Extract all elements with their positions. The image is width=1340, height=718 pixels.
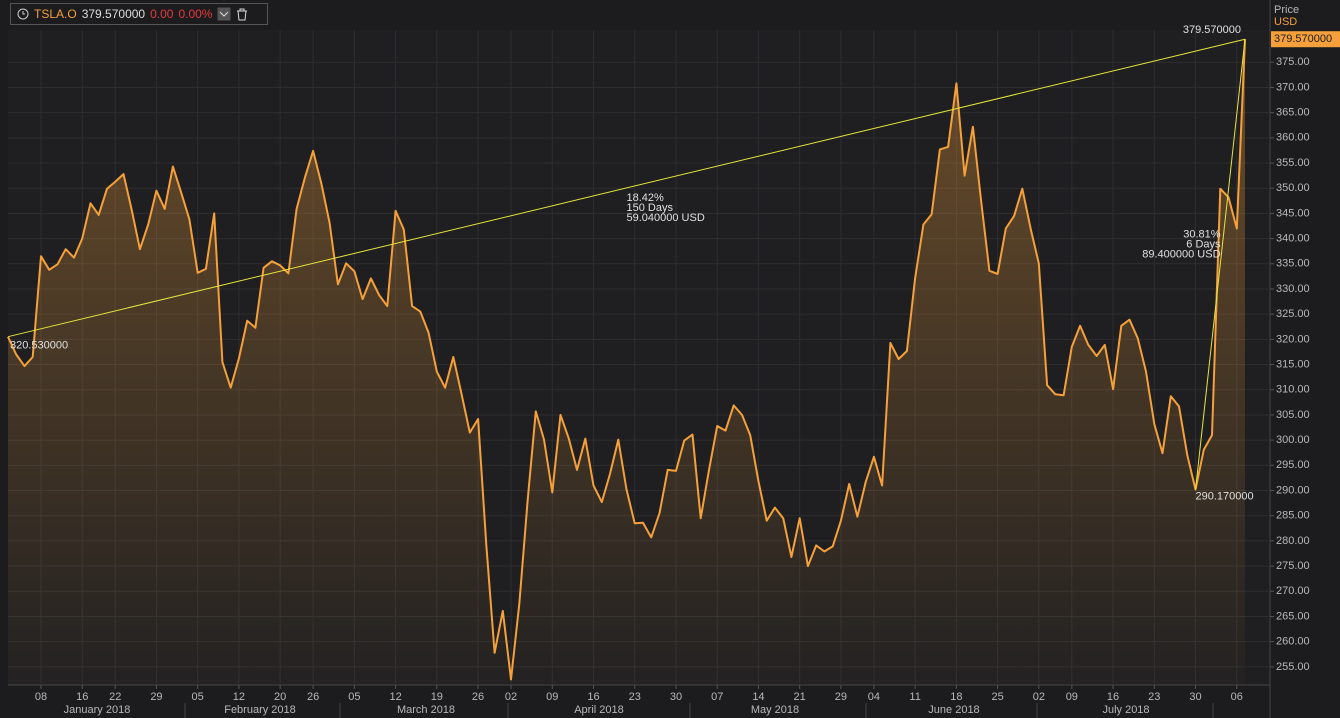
last-price-label: 379.570000	[1274, 33, 1332, 45]
y-tick-label: 370.00	[1276, 81, 1310, 93]
y-tick-label: 300.00	[1276, 434, 1310, 446]
month-label: March 2018	[397, 704, 455, 716]
y-tick-label: 340.00	[1276, 232, 1310, 244]
trend-stat: 89.400000 USD	[1142, 248, 1220, 260]
month-label: June 2018	[928, 704, 979, 716]
trend-start-label: 320.530000	[10, 340, 68, 352]
y-tick-label: 345.00	[1276, 207, 1310, 219]
trend-stat: 150 Days	[627, 202, 674, 214]
change-pct: 0.00%	[178, 7, 213, 21]
y-tick-label: 280.00	[1276, 535, 1310, 547]
x-tick-label: 09	[1066, 691, 1078, 703]
x-tick-label: 09	[546, 691, 558, 703]
instrument-header: TSLA.O 379.570000 0.00 0.00%	[10, 3, 268, 25]
trend-line	[1195, 39, 1246, 490]
last-price-tag	[1271, 31, 1340, 48]
y-tick-label: 375.00	[1276, 56, 1310, 68]
x-tick-label: 30	[670, 691, 682, 703]
x-tick-label: 30	[1189, 691, 1201, 703]
y-tick-label: 355.00	[1276, 157, 1310, 169]
area-fill	[8, 39, 1245, 685]
x-tick-label: 26	[472, 691, 484, 703]
x-tick-label: 12	[389, 691, 401, 703]
dropdown-icon[interactable]	[217, 7, 231, 21]
x-tick-label: 25	[991, 691, 1003, 703]
month-label: January 2018	[64, 704, 131, 716]
y-axis-title: Price	[1274, 4, 1299, 16]
y-tick-label: 295.00	[1276, 459, 1310, 471]
x-tick-label: 22	[109, 691, 121, 703]
y-tick-label: 325.00	[1276, 308, 1310, 320]
x-tick-label: 29	[150, 691, 162, 703]
x-tick-label: 08	[35, 691, 47, 703]
y-tick-label: 290.00	[1276, 484, 1310, 496]
x-tick-label: 16	[76, 691, 88, 703]
y-axis-unit: USD	[1274, 16, 1297, 28]
x-tick-label: 05	[348, 691, 360, 703]
x-tick-label: 06	[1231, 691, 1243, 703]
x-tick-label: 05	[192, 691, 204, 703]
trend-stat: 59.040000 USD	[627, 212, 705, 224]
y-tick-label: 285.00	[1276, 510, 1310, 522]
price-line	[7, 39, 1246, 681]
month-separators	[184, 703, 1214, 718]
y-tick-label: 335.00	[1276, 258, 1310, 270]
y-tick-label: 260.00	[1276, 636, 1310, 648]
x-tick-label: 20	[274, 691, 286, 703]
x-tick-label: 16	[1107, 691, 1119, 703]
x-tick-label: 21	[794, 691, 806, 703]
x-tick-label: 02	[505, 691, 517, 703]
y-tick-label: 330.00	[1276, 283, 1310, 295]
clock-icon[interactable]	[17, 8, 29, 20]
trend-stat: 30.81%	[1183, 228, 1221, 240]
y-tick-label: 360.00	[1276, 132, 1310, 144]
trend-end-label: 379.570000	[1183, 24, 1241, 36]
trend-stat: 6 Days	[1186, 238, 1221, 250]
x-tick-label: 12	[233, 691, 245, 703]
x-tick-label: 19	[431, 691, 443, 703]
x-tick-label: 04	[868, 691, 880, 703]
y-tick-label: 315.00	[1276, 358, 1310, 370]
x-tick-label: 02	[1033, 691, 1045, 703]
x-tick-label: 14	[752, 691, 764, 703]
y-tick-label: 270.00	[1276, 585, 1310, 597]
month-label: May 2018	[751, 704, 799, 716]
trend-line	[7, 38, 1246, 338]
symbol: TSLA.O	[34, 7, 77, 21]
x-tick-label: 16	[587, 691, 599, 703]
x-tick-label: 29	[835, 691, 847, 703]
x-tick-label: 11	[909, 691, 920, 703]
y-tick-label: 255.00	[1276, 661, 1310, 673]
x-tick-label: 26	[307, 691, 319, 703]
price: 379.570000	[81, 7, 146, 21]
y-tick-label: 350.00	[1276, 182, 1310, 194]
y-tick-label: 305.00	[1276, 409, 1310, 421]
trend-stat: 18.42%	[627, 192, 665, 204]
x-tick-label: 23	[629, 691, 641, 703]
y-tick-label: 275.00	[1276, 560, 1310, 572]
y-tick-label: 310.00	[1276, 384, 1310, 396]
y-tick-label: 365.00	[1276, 107, 1310, 119]
x-tick-label: 23	[1148, 691, 1160, 703]
change: 0.00	[150, 7, 174, 21]
delete-icon[interactable]	[236, 8, 248, 21]
y-tick-label: 265.00	[1276, 610, 1310, 622]
month-label: February 2018	[224, 704, 296, 716]
trend-start-label: 290.170000	[1196, 491, 1254, 503]
x-tick-label: 07	[711, 691, 723, 703]
month-label: April 2018	[574, 704, 624, 716]
month-label: July 2018	[1102, 704, 1149, 716]
y-tick-label: 320.00	[1276, 333, 1310, 345]
x-tick-label: 18	[950, 691, 962, 703]
